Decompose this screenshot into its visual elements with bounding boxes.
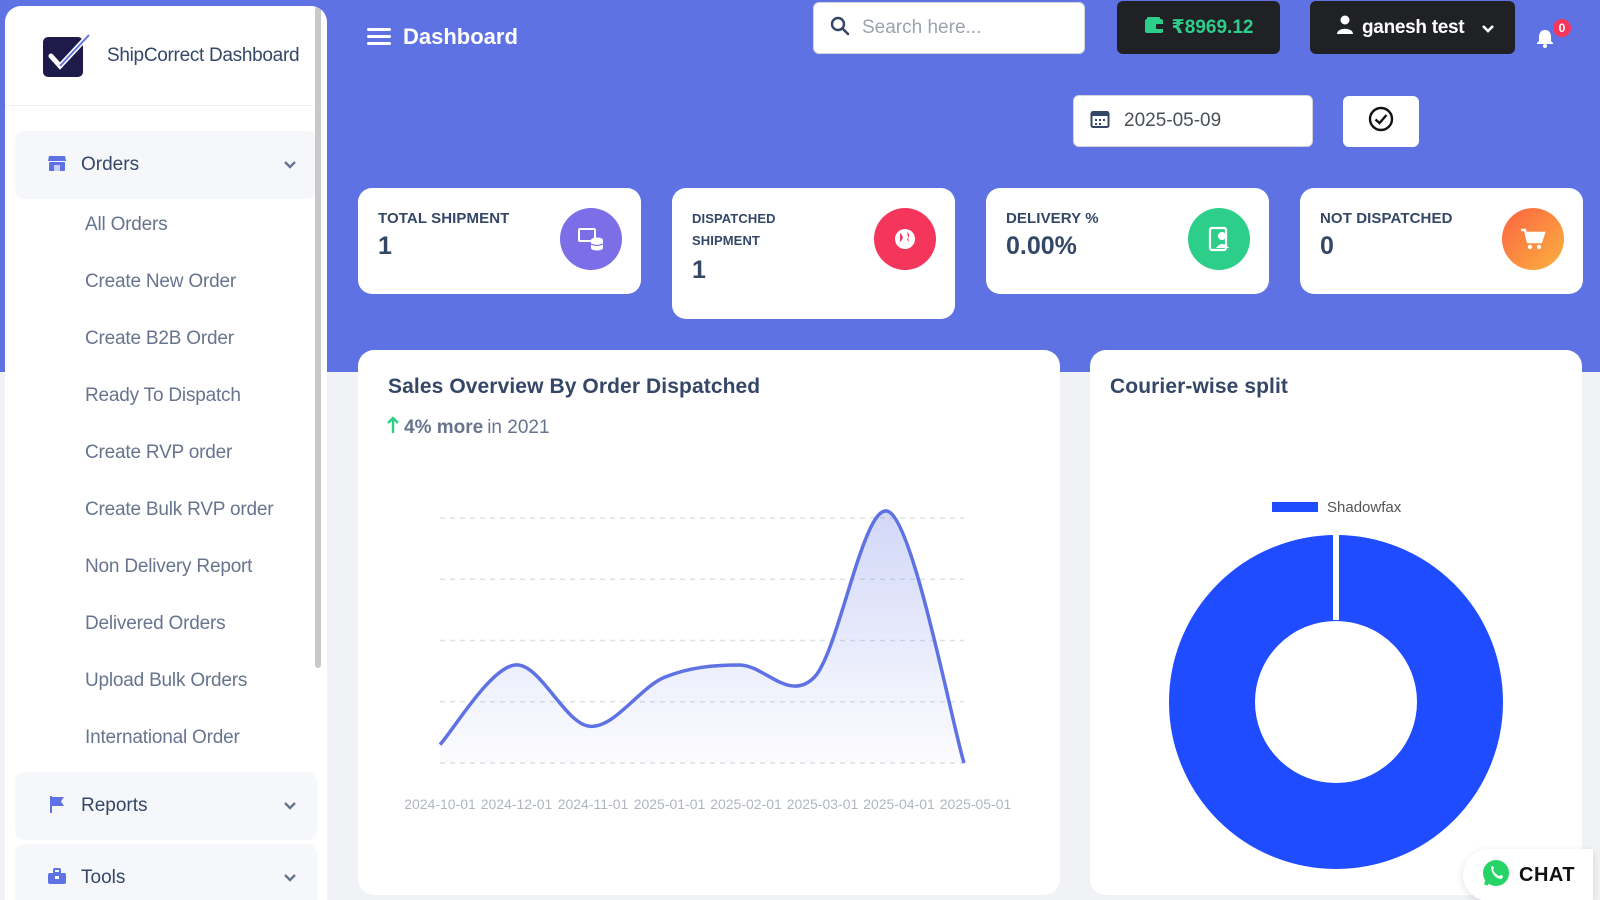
calendar-icon: [1090, 109, 1110, 134]
badge-icon: [1188, 208, 1250, 270]
stat-label: DELIVERY %: [1006, 210, 1099, 227]
date-filter-input[interactable]: 2025-05-09: [1073, 95, 1313, 147]
chevron-down-icon: [283, 157, 297, 175]
sales-area-chart: 2024-10-01 2024-12-01 2024-11-01 2025-01-01…: [404, 509, 1012, 812]
sidebar-item-label: Orders: [81, 154, 140, 175]
whatsapp-icon: [1481, 858, 1511, 893]
user-icon: [1336, 15, 1354, 40]
menu-toggle-icon[interactable]: [367, 28, 391, 46]
stat-value: 1: [378, 232, 392, 260]
check-circle-icon: [1368, 106, 1394, 137]
x-tick-label: 2025-04-01: [863, 796, 935, 812]
sales-trend-value: 4% more: [404, 417, 484, 438]
stat-card-dispatched-shipment: DISPATCHED SHIPMENT 1: [672, 188, 955, 319]
wallet-button[interactable]: ₹8969.12: [1117, 1, 1280, 54]
sidebar-subitem-create-rvp-order[interactable]: Create RVP order: [85, 442, 233, 463]
chat-label: CHAT: [1519, 863, 1576, 886]
brand-name: ShipCorrect Dashboard: [107, 44, 300, 66]
sidebar-item-label: Tools: [81, 867, 126, 888]
x-tick-label: 2025-05-01: [940, 796, 1012, 812]
search-box[interactable]: [813, 2, 1085, 54]
sales-area-fill: [440, 510, 964, 763]
sidebar-subitem-delivered-orders[interactable]: Delivered Orders: [85, 613, 226, 634]
x-tick-label: 2024-11-01: [558, 796, 629, 812]
legend-label[interactable]: Shadowfax: [1327, 499, 1402, 516]
stat-value: 0: [1320, 232, 1334, 260]
courier-donut-chart: Shadowfax: [1169, 499, 1503, 869]
arrow-up-icon: [386, 416, 400, 440]
sidebar-subitem-upload-bulk-orders[interactable]: Upload Bulk Orders: [85, 670, 248, 691]
brand[interactable]: ShipCorrect Dashboard: [5, 6, 313, 106]
x-tick-label: 2024-10-01: [404, 796, 476, 812]
stat-value: 0.00%: [1006, 232, 1077, 260]
sidebar-subitem-create-new-order[interactable]: Create New Order: [85, 271, 236, 292]
user-menu-button[interactable]: ganesh test: [1310, 1, 1515, 54]
brand-logo-icon: [43, 33, 97, 79]
wallet-balance: ₹8969.12: [1171, 17, 1254, 38]
chevron-down-icon: [1481, 21, 1495, 39]
sidebar: ShipCorrect Dashboard Orders All Orders …: [5, 6, 327, 900]
stat-card-not-dispatched: NOT DISPATCHED 0: [1300, 188, 1583, 294]
apply-filter-button[interactable]: [1343, 96, 1419, 147]
sidebar-subitem-create-bulk-rvp-order[interactable]: Create Bulk RVP order: [85, 499, 274, 520]
stat-label: TOTAL SHIPMENT: [378, 210, 510, 227]
x-tick-label: 2025-03-01: [787, 796, 859, 812]
sales-overview-card: Sales Overview By Order Dispatched 4% mo…: [358, 350, 1060, 895]
sidebar-item-reports[interactable]: Reports: [15, 772, 317, 840]
x-tick-label: 2025-01-01: [634, 796, 706, 812]
chevron-down-icon: [283, 870, 297, 888]
database-icon: [560, 208, 622, 270]
stat-card-delivery-percent: DELIVERY % 0.00%: [986, 188, 1269, 294]
page-title: Dashboard: [403, 24, 518, 49]
stat-label: DISPATCHED SHIPMENT: [692, 211, 776, 248]
notification-count-badge: 0: [1553, 19, 1571, 37]
legend-swatch: [1272, 502, 1318, 512]
courier-chart-title: Courier-wise split: [1110, 375, 1289, 398]
sidebar-item-label: Reports: [81, 795, 148, 816]
x-tick-label: 2025-02-01: [710, 796, 782, 812]
wallet-icon: [1144, 16, 1164, 39]
stat-card-total-shipment: TOTAL SHIPMENT 1: [358, 188, 641, 294]
date-value: 2025-05-09: [1124, 110, 1222, 131]
sidebar-subitem-ready-to-dispatch[interactable]: Ready To Dispatch: [85, 385, 241, 406]
chevron-down-icon: [283, 798, 297, 816]
globe-icon: [874, 208, 936, 270]
sales-series-line: [438, 509, 966, 764]
toolbox-icon: [47, 866, 67, 891]
search-input[interactable]: [862, 17, 1072, 39]
sidebar-subitem-all-orders[interactable]: All Orders: [85, 214, 168, 235]
stat-value: 1: [692, 256, 706, 284]
cart-icon: [1502, 208, 1564, 270]
flag-icon: [47, 794, 67, 819]
sidebar-subitem-non-delivery-report[interactable]: Non Delivery Report: [85, 556, 253, 577]
courier-split-card: Courier-wise split Shadowfax: [1090, 350, 1582, 895]
chat-button[interactable]: CHAT: [1463, 849, 1593, 900]
stat-label: NOT DISPATCHED: [1320, 210, 1453, 227]
notification-bell-icon[interactable]: [1536, 28, 1554, 53]
sidebar-item-orders[interactable]: Orders: [15, 131, 317, 199]
sidebar-subitem-international-order[interactable]: International Order: [85, 727, 240, 748]
sidebar-scrollbar[interactable]: [315, 6, 321, 668]
sales-chart-title: Sales Overview By Order Dispatched: [388, 375, 761, 398]
sidebar-item-tools[interactable]: Tools: [15, 844, 317, 900]
sales-trend: 4% more in 2021: [386, 416, 550, 440]
search-icon: [830, 16, 850, 41]
sidebar-subitem-create-b2b-order[interactable]: Create B2B Order: [85, 328, 234, 349]
user-name: ganesh test: [1362, 16, 1465, 38]
store-icon: [47, 153, 67, 178]
sales-trend-suffix: in 2021: [487, 417, 550, 438]
x-tick-label: 2024-12-01: [481, 796, 553, 812]
